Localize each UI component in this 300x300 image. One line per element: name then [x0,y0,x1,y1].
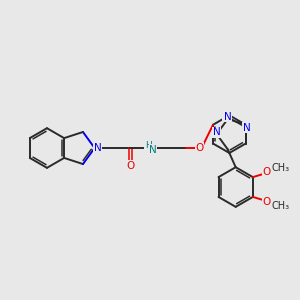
Text: H: H [145,140,152,149]
Text: CH₃: CH₃ [272,163,290,173]
Text: CH₃: CH₃ [272,201,290,211]
Text: N: N [223,111,230,121]
Text: N: N [224,112,232,122]
Text: O: O [262,167,271,177]
Text: N: N [149,145,157,155]
Text: N: N [94,143,101,153]
Text: N: N [213,127,220,137]
Text: N: N [243,123,250,133]
Text: O: O [196,143,204,153]
Text: O: O [262,197,271,207]
Text: O: O [126,161,134,171]
